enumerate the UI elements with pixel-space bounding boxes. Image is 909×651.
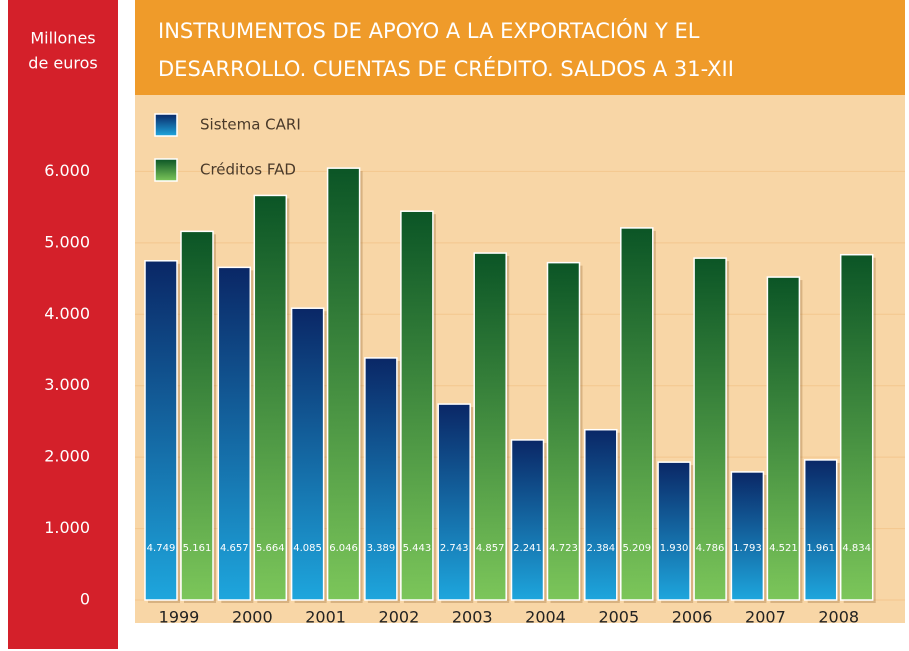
value-label: 5.443 bbox=[403, 543, 432, 554]
x-tick-label: 2006 bbox=[672, 608, 713, 627]
bar bbox=[326, 167, 361, 601]
x-tick-label: 2004 bbox=[525, 608, 566, 627]
bar bbox=[364, 357, 398, 601]
legend-swatch bbox=[154, 113, 178, 137]
value-label: 1.961 bbox=[806, 543, 835, 554]
bar bbox=[730, 471, 765, 601]
value-label: 1.930 bbox=[660, 543, 689, 554]
y-tick-label: 5.000 bbox=[44, 232, 90, 251]
y-tick-label: 4.000 bbox=[44, 304, 90, 323]
bar bbox=[584, 428, 618, 601]
x-tick-label: 2002 bbox=[379, 608, 420, 627]
bar bbox=[657, 461, 691, 601]
chart-title: INSTRUMENTOS DE APOYO A LA EXPORTACIÓN Y… bbox=[158, 18, 700, 43]
value-label: 4.723 bbox=[549, 543, 578, 554]
bar bbox=[437, 403, 471, 601]
value-label: 6.046 bbox=[329, 543, 358, 554]
x-tick-label: 2005 bbox=[598, 608, 639, 627]
value-label: 4.857 bbox=[476, 543, 505, 554]
legend-label: Créditos FAD bbox=[200, 161, 296, 179]
x-tick-label: 2003 bbox=[452, 608, 493, 627]
bar bbox=[400, 210, 434, 601]
bar bbox=[180, 230, 214, 601]
bar bbox=[144, 260, 178, 601]
y-tick-label: 1.000 bbox=[44, 518, 90, 537]
bar bbox=[217, 266, 252, 601]
value-label: 5.209 bbox=[622, 543, 651, 554]
y-tick-label: 6.000 bbox=[44, 161, 90, 180]
bar bbox=[693, 257, 727, 601]
axis-panel bbox=[8, 0, 118, 649]
bar bbox=[473, 252, 507, 601]
value-label: 4.657 bbox=[220, 543, 249, 554]
x-tick-label: 2000 bbox=[232, 608, 273, 627]
y-tick-label: 0 bbox=[80, 590, 90, 609]
bar bbox=[620, 227, 654, 601]
value-label: 4.834 bbox=[842, 543, 871, 554]
value-label: 4.521 bbox=[769, 543, 798, 554]
y-tick-label: 3.000 bbox=[44, 375, 90, 394]
value-label: 2.384 bbox=[586, 543, 615, 554]
bar bbox=[510, 439, 545, 601]
x-tick-label: 2001 bbox=[305, 608, 346, 627]
value-label: 4.749 bbox=[147, 543, 176, 554]
value-label: 2.743 bbox=[440, 543, 469, 554]
bar bbox=[803, 459, 838, 601]
y-axis-label: Millones bbox=[30, 29, 95, 48]
title-band bbox=[135, 0, 905, 95]
value-label: 4.085 bbox=[293, 543, 322, 554]
value-label: 5.161 bbox=[183, 543, 212, 554]
bar bbox=[253, 194, 288, 601]
value-label: 5.664 bbox=[256, 543, 285, 554]
x-tick-label: 2007 bbox=[745, 608, 786, 627]
bar bbox=[839, 253, 874, 601]
bar bbox=[766, 276, 801, 601]
x-tick-label: 1999 bbox=[159, 608, 200, 627]
legend-label: Sistema CARI bbox=[200, 116, 301, 134]
chart-title: DESARROLLO. CUENTAS DE CRÉDITO. SALDOS A… bbox=[158, 56, 734, 81]
x-tick-label: 2008 bbox=[818, 608, 859, 627]
value-label: 4.786 bbox=[696, 543, 725, 554]
value-label: 3.389 bbox=[367, 543, 396, 554]
y-tick-label: 2.000 bbox=[44, 447, 90, 466]
bar bbox=[546, 261, 581, 601]
legend-swatch bbox=[154, 158, 178, 182]
bar bbox=[290, 307, 325, 601]
y-axis-label: de euros bbox=[28, 54, 97, 73]
value-label: 1.793 bbox=[733, 543, 762, 554]
value-label: 2.241 bbox=[513, 543, 542, 554]
